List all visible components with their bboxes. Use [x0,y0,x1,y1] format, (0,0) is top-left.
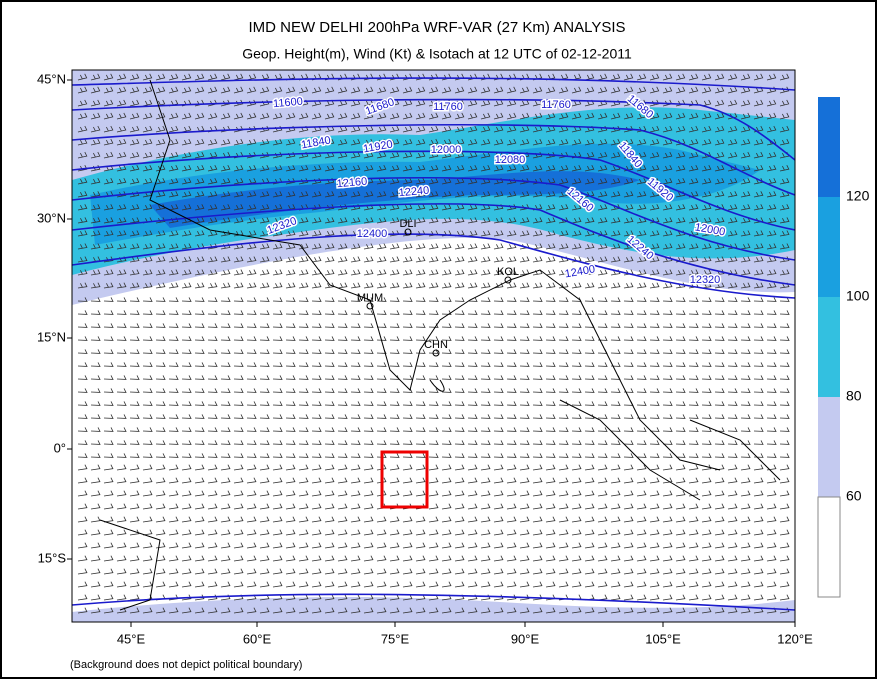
lon-label: 120°E [777,631,813,646]
contour-label: 11920 [362,138,393,155]
city-label: MUM [357,292,383,304]
lat-label: 15°S [38,550,67,565]
contour-label: 12160 [336,176,368,191]
colorbar-bin [818,397,840,497]
lat-label: 15°N [37,329,66,344]
contour-label: 12080 [495,154,526,166]
footnote: (Background does not depict political bo… [70,659,302,671]
title: IMD NEW DELHI 200hPa WRF-VAR (27 Km) ANA… [248,19,625,36]
lat-label: 45°N [37,71,66,86]
contour-label: 12000 [431,144,462,156]
colorbar [817,97,841,598]
lat-label: 30°N [37,210,66,225]
contour-label: 11760 [541,99,571,111]
contour-label: 12400 [564,263,596,280]
city-marker [404,228,412,236]
isotach-120 [150,171,640,228]
lon-label: 75°E [381,631,410,646]
city-label: DLI [399,218,416,230]
colorbar-bin [817,496,841,598]
subtitle: Geop. Height(m), Wind (Kt) & Isotach at … [242,46,632,62]
contour-label: 11760 [433,101,463,113]
city-marker [366,302,374,310]
colorbar-label: 120 [846,188,870,204]
contour-label: 12320 [690,274,721,286]
city-label: KOL [497,266,519,278]
contour-label: 11600 [273,96,304,111]
contours [72,77,795,611]
city-marker [504,276,512,284]
colorbar-label: 80 [846,388,862,404]
highlight-box [380,450,429,509]
city-marker [432,349,440,357]
map-border [71,69,796,623]
colorbar-bin [818,97,840,197]
lon-label: 60°E [243,631,272,646]
city-label: CHN [424,339,448,351]
colorbar-label: 100 [846,288,870,304]
contour-label: 12240 [398,185,430,200]
lon-label: 90°E [511,631,540,646]
contour-label: 12400 [357,228,388,240]
colorbar-bin [818,297,840,397]
map-area [72,70,795,622]
isotach-south [72,597,795,622]
lon-label: 45°E [117,631,146,646]
lon-label: 105°E [645,631,681,646]
colorbar-bin [818,197,840,297]
wind-barbs [77,73,790,614]
colorbar-label: 60 [846,488,862,504]
lat-label: 0° [54,440,66,455]
coastline [99,79,781,611]
